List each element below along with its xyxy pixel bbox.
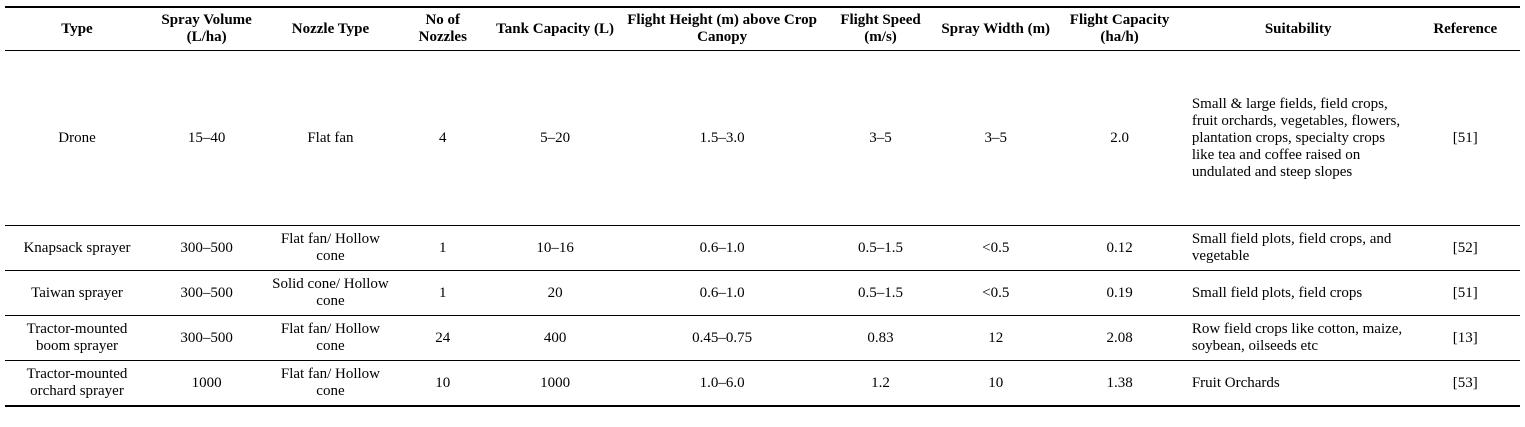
col-header-no-of-nozzles: No of Nozzles: [418, 12, 467, 45]
cell-flight-speed: 1.2: [871, 374, 890, 391]
cell-type: Tractor-mounted boom sprayer: [26, 321, 128, 354]
col-header-reference: Reference: [1433, 20, 1498, 37]
cell-type: Tractor-mounted orchard sprayer: [26, 366, 128, 399]
col-header-suitability: Suitability: [1264, 20, 1332, 37]
cell-tank-capacity: 5–20: [540, 129, 571, 146]
cell-reference: [52]: [1452, 239, 1478, 256]
col-header-nozzle-type: Nozzle Type: [291, 20, 370, 37]
col-header-spray-width: Spray Width (m): [941, 20, 1051, 37]
cell-spray-volume: 15–40: [187, 129, 226, 146]
cell-flight-capacity: 0.19: [1106, 284, 1133, 301]
sprayer-comparison-table: Type Spray Volume (L/ha) Nozzle Type No …: [5, 6, 1520, 407]
cell-no-of-nozzles: 24: [435, 329, 451, 346]
cell-nozzle-type: Solid cone/ Hollow cone: [272, 276, 389, 309]
cell-flight-speed: 3–5: [869, 129, 892, 146]
cell-nozzle-type: Flat fan/ Hollow cone: [280, 231, 381, 264]
cell-nozzle-type: Flat fan/ Hollow cone: [280, 366, 381, 399]
table-header-row: Type Spray Volume (L/ha) Nozzle Type No …: [5, 7, 1520, 51]
cell-spray-volume: 1000: [191, 374, 222, 391]
cell-spray-width: <0.5: [982, 284, 1010, 301]
col-header-spray-volume: Spray Volume (L/ha): [161, 12, 252, 45]
cell-no-of-nozzles: 10: [435, 374, 451, 391]
cell-reference: [51]: [1452, 129, 1478, 146]
cell-flight-height: 1.5–3.0: [699, 129, 745, 146]
cell-flight-capacity: 2.0: [1110, 129, 1129, 146]
table-row: Taiwan sprayer 300–500 Solid cone/ Hollo…: [5, 271, 1520, 316]
cell-flight-capacity: 2.08: [1106, 329, 1133, 346]
cell-tank-capacity: 20: [547, 284, 563, 301]
cell-suitability: Row field crops like cotton, maize, soyb…: [1191, 321, 1403, 354]
cell-tank-capacity: 10–16: [536, 239, 574, 256]
cell-type: Knapsack sprayer: [23, 239, 131, 256]
table-row: Knapsack sprayer 300–500 Flat fan/ Hollo…: [5, 226, 1520, 271]
table-row: Tractor-mounted orchard sprayer 1000 Fla…: [5, 361, 1520, 406]
cell-no-of-nozzles: 4: [439, 129, 447, 146]
cell-nozzle-type: Flat fan: [307, 129, 354, 146]
cell-spray-width: 3–5: [984, 129, 1007, 146]
cell-no-of-nozzles: 1: [439, 239, 447, 256]
cell-flight-speed: 0.83: [867, 329, 894, 346]
cell-type: Drone: [58, 129, 96, 146]
cell-flight-capacity: 0.12: [1106, 239, 1133, 256]
col-header-type: Type: [61, 20, 93, 37]
col-header-tank-capacity: Tank Capacity (L): [496, 20, 614, 37]
cell-suitability: Small & large fields, field crops, fruit…: [1191, 95, 1401, 180]
table-row: Tractor-mounted boom sprayer 300–500 Fla…: [5, 316, 1520, 361]
cell-flight-speed: 0.5–1.5: [858, 284, 904, 301]
cell-spray-volume: 300–500: [180, 239, 233, 256]
cell-flight-height: 1.0–6.0: [699, 374, 745, 391]
cell-flight-speed: 0.5–1.5: [858, 239, 904, 256]
col-header-flight-capacity: Flight Capacity (ha/h): [1069, 12, 1170, 45]
cell-spray-volume: 300–500: [180, 284, 233, 301]
cell-suitability: Small field plots, field crops, and vege…: [1191, 231, 1392, 264]
cell-type: Taiwan sprayer: [31, 284, 123, 301]
cell-spray-width: 12: [988, 329, 1004, 346]
cell-no-of-nozzles: 1: [439, 284, 447, 301]
cell-flight-height: 0.45–0.75: [692, 329, 753, 346]
table-row: Drone 15–40 Flat fan 4 5–20 1.5–3.0 3–5 …: [5, 51, 1520, 226]
cell-flight-height: 0.6–1.0: [699, 239, 745, 256]
cell-flight-capacity: 1.38: [1106, 374, 1133, 391]
cell-tank-capacity: 400: [543, 329, 567, 346]
cell-spray-volume: 300–500: [180, 329, 233, 346]
col-header-flight-height: Flight Height (m) above Crop Canopy: [627, 12, 817, 45]
cell-tank-capacity: 1000: [540, 374, 571, 391]
cell-suitability: Small field plots, field crops: [1191, 284, 1363, 301]
cell-reference: [13]: [1452, 329, 1478, 346]
cell-spray-width: <0.5: [982, 239, 1010, 256]
cell-nozzle-type: Flat fan/ Hollow cone: [280, 321, 381, 354]
cell-suitability: Fruit Orchards: [1191, 374, 1280, 391]
cell-flight-height: 0.6–1.0: [699, 284, 745, 301]
cell-reference: [53]: [1452, 374, 1478, 391]
cell-reference: [51]: [1452, 284, 1478, 301]
col-header-flight-speed: Flight Speed (m/s): [840, 12, 921, 45]
cell-spray-width: 10: [988, 374, 1004, 391]
